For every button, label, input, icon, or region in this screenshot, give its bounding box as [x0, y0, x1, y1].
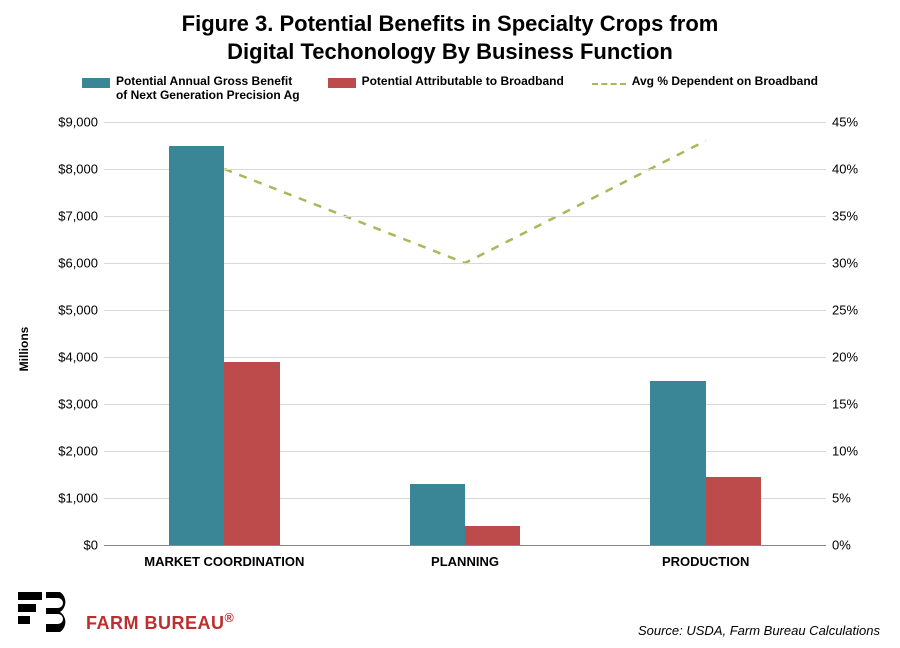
y-right-tick: 15%: [832, 397, 880, 412]
y-left-tick: $2,000: [28, 444, 98, 459]
legend-item: Avg % Dependent on Broadband: [592, 75, 818, 103]
legend-swatch: [328, 78, 356, 88]
y-right-tick: 35%: [832, 209, 880, 224]
bar-broadband-attributable: [465, 526, 520, 545]
y-left-tick: $7,000: [28, 209, 98, 224]
grid-line: [104, 122, 826, 123]
x-category-label: MARKET COORDINATION: [144, 554, 304, 569]
y-right-tick: 5%: [832, 491, 880, 506]
line-series: [224, 141, 705, 263]
farm-bureau-icon: [18, 592, 76, 634]
legend-label: Potential Annual Gross Benefit of Next G…: [116, 75, 300, 103]
x-category-label: PRODUCTION: [662, 554, 749, 569]
y-left-tick: $8,000: [28, 162, 98, 177]
chart-title: Figure 3. Potential Benefits in Specialt…: [0, 0, 900, 69]
legend-item: Potential Attributable to Broadband: [328, 75, 564, 103]
y-left-tick: $4,000: [28, 350, 98, 365]
y-right-tick: 25%: [832, 303, 880, 318]
bar-gross-benefit: [169, 146, 224, 546]
y-right-tick: 0%: [832, 538, 880, 553]
bar-broadband-attributable: [706, 477, 761, 545]
registered-icon: ®: [225, 611, 235, 625]
chart-area: Millions MARKET COORDINATIONPLANNINGPROD…: [28, 122, 880, 576]
brand-logo: FARM BUREAU®: [18, 592, 234, 634]
legend: Potential Annual Gross Benefit of Next G…: [0, 69, 900, 105]
legend-item: Potential Annual Gross Benefit of Next G…: [82, 75, 300, 103]
y-left-tick: $0: [28, 538, 98, 553]
source-text: Source: USDA, Farm Bureau Calculations: [638, 623, 880, 638]
legend-swatch: [82, 78, 110, 88]
y-right-tick: 45%: [832, 115, 880, 130]
bar-gross-benefit: [650, 381, 705, 546]
y-left-tick: $3,000: [28, 397, 98, 412]
brand-text-label: FARM BUREAU: [86, 613, 225, 633]
legend-label: Potential Attributable to Broadband: [362, 75, 564, 89]
y-right-tick: 10%: [832, 444, 880, 459]
legend-label: Avg % Dependent on Broadband: [632, 75, 818, 89]
y-left-tick: $9,000: [28, 115, 98, 130]
footer: FARM BUREAU® Source: USDA, Farm Bureau C…: [18, 590, 882, 642]
legend-swatch: [592, 83, 626, 85]
brand-text: FARM BUREAU®: [86, 611, 234, 634]
y-right-tick: 40%: [832, 162, 880, 177]
plot-area: MARKET COORDINATIONPLANNINGPRODUCTION: [104, 122, 826, 546]
y-left-tick: $6,000: [28, 256, 98, 271]
y-right-tick: 30%: [832, 256, 880, 271]
y-left-tick: $1,000: [28, 491, 98, 506]
bar-broadband-attributable: [224, 362, 279, 545]
x-category-label: PLANNING: [431, 554, 499, 569]
bar-gross-benefit: [410, 484, 465, 545]
y-left-tick: $5,000: [28, 303, 98, 318]
y-right-tick: 20%: [832, 350, 880, 365]
